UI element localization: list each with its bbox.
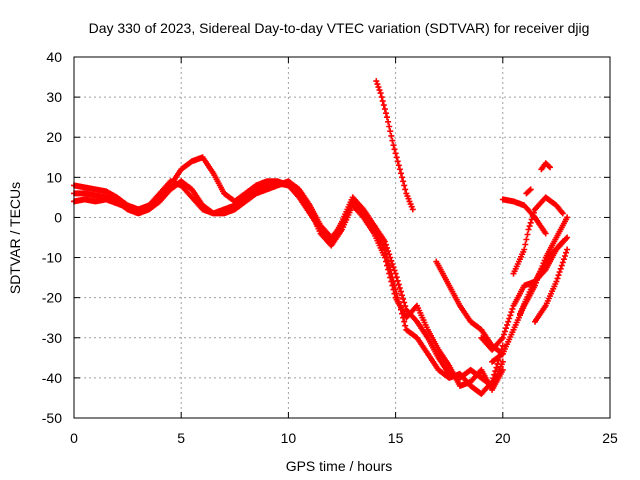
- y-tick-label: -30: [42, 330, 62, 346]
- y-tick-label: 40: [46, 49, 62, 65]
- series-points: [517, 238, 566, 317]
- series-track-11: [510, 194, 566, 277]
- y-tick-label: -40: [42, 370, 62, 386]
- series-points: [523, 186, 534, 197]
- series-points: [371, 222, 506, 389]
- axis-ticks: 0 5 10 15 20 25 -50 -40 -30 -20 -10 0 10 20 30 40: [42, 49, 618, 446]
- series-points: [371, 226, 506, 397]
- series-points: [532, 246, 571, 325]
- x-tick-label: 5: [177, 430, 185, 446]
- series-points: [373, 78, 416, 213]
- plot-frame: [73, 56, 611, 419]
- y-tick-label: 30: [46, 89, 62, 105]
- y-tick-label: 20: [46, 129, 62, 145]
- x-tick-label: 15: [388, 430, 404, 446]
- y-tick-label: -10: [42, 250, 62, 266]
- series-points: [538, 160, 553, 173]
- x-tick-label: 10: [281, 430, 297, 446]
- series-track-7: [373, 78, 416, 213]
- series-track-15: [538, 160, 553, 173]
- gridlines: [74, 57, 610, 418]
- series-points: [499, 196, 549, 237]
- y-tick-label: -20: [42, 290, 62, 306]
- series-track-5: [371, 222, 506, 389]
- y-tick-label: 10: [46, 169, 62, 185]
- x-axis-title: GPS time / hours: [286, 458, 393, 474]
- series-track-13: [499, 196, 549, 237]
- data-series-layer: [71, 78, 571, 397]
- series-points: [510, 194, 566, 277]
- y-axis-title: SDTVAR / TECUs: [7, 182, 23, 294]
- series-track-14: [532, 246, 571, 325]
- x-tick-label: 0: [70, 430, 78, 446]
- series-track-16: [523, 186, 534, 197]
- series-track-4: [371, 226, 506, 397]
- y-tick-label: -50: [42, 410, 62, 426]
- series-track-6: [371, 230, 506, 393]
- series-track-8: [433, 258, 506, 357]
- chart-title: Day 330 of 2023, Sidereal Day-to-day VTE…: [89, 20, 590, 36]
- y-tick-label: 0: [54, 209, 62, 225]
- x-tick-label: 25: [602, 430, 618, 446]
- series-points: [433, 258, 506, 357]
- x-tick-label: 20: [495, 430, 511, 446]
- series-track-12: [517, 238, 566, 317]
- series-points: [371, 230, 506, 393]
